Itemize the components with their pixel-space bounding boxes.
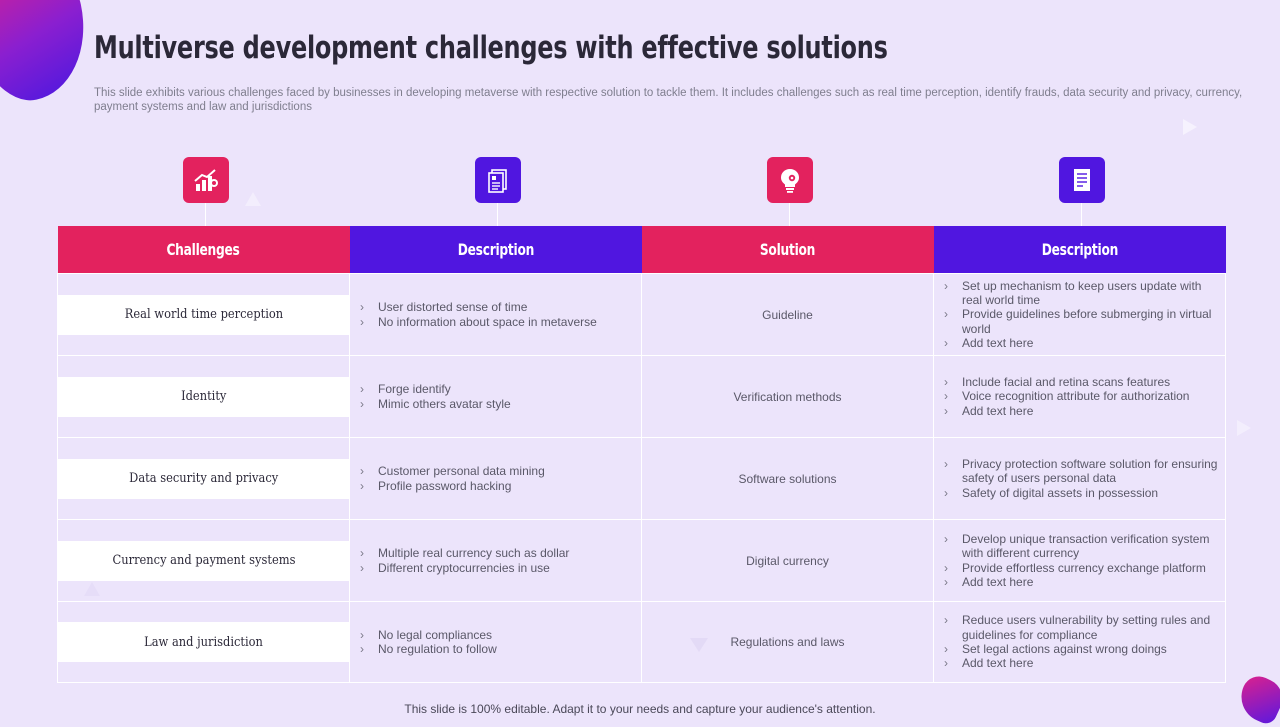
list-item: Set legal actions against wrong doings — [944, 642, 1221, 657]
solution-cell: Software solutions — [641, 437, 934, 520]
list-item: No legal compliances — [360, 628, 637, 643]
table-row: Currency and payment systems Multiple re… — [57, 519, 1226, 602]
list-item: Add text here — [944, 575, 1221, 590]
list-item: Reduce users vulnerability by setting ru… — [944, 613, 1221, 642]
description-list: No legal compliances No regulation to fo… — [350, 628, 641, 657]
solution-description-list: Include facial and retina scans features… — [934, 375, 1225, 418]
list-item: Set up mechanism to keep users update wi… — [944, 279, 1221, 308]
description-list: Multiple real currency such as dollar Di… — [350, 546, 641, 575]
document-icon — [475, 157, 521, 203]
decorative-blob-bottom-right — [1233, 671, 1280, 727]
description-list: Customer personal data mining Profile pa… — [350, 464, 641, 493]
icon-connector — [789, 203, 790, 226]
header-solution-description: Description — [933, 226, 1226, 274]
lightbulb-gear-icon — [767, 157, 813, 203]
challenge-cell: Real world time perception — [58, 294, 349, 335]
list-item: User distorted sense of time — [360, 300, 637, 315]
decorative-triangle — [1183, 119, 1197, 135]
list-item: Add text here — [944, 656, 1221, 671]
table-row: Law and jurisdiction No legal compliance… — [57, 601, 1226, 683]
solution-cell: Guideline — [641, 273, 934, 356]
challenge-cell: Identity — [58, 376, 349, 417]
decorative-triangle — [1237, 420, 1251, 436]
description-list: User distorted sense of time No informat… — [350, 300, 641, 329]
list-item: No regulation to follow — [360, 642, 637, 657]
icon-connector — [497, 203, 498, 226]
growth-chart-icon — [183, 157, 229, 203]
icon-connector — [205, 203, 206, 226]
challenge-cell: Law and jurisdiction — [58, 622, 349, 662]
table-row: Identity Forge identify Mimic others ava… — [57, 355, 1226, 438]
solution-cell: Regulations and laws — [641, 601, 934, 683]
list-item: Profile password hacking — [360, 479, 637, 494]
page-subtitle: This slide exhibits various challenges f… — [94, 87, 1243, 113]
list-item: Forge identify — [360, 382, 637, 397]
header-solution: Solution — [641, 226, 934, 274]
table-row: Real world time perception User distorte… — [57, 273, 1226, 356]
list-item: No information about space in metaverse — [360, 315, 637, 330]
header-challenges: Challenges — [57, 226, 350, 274]
list-item: Privacy protection software solution for… — [944, 457, 1221, 486]
list-item: Safety of digital assets in possession — [944, 486, 1221, 501]
challenge-cell: Currency and payment systems — [58, 540, 349, 581]
checklist-icon — [1059, 157, 1105, 203]
list-item: Different cryptocurrencies in use — [360, 561, 637, 576]
list-item: Add text here — [944, 404, 1221, 419]
list-item: Multiple real currency such as dollar — [360, 546, 637, 561]
solution-description-list: Reduce users vulnerability by setting ru… — [934, 613, 1225, 670]
decorative-blob-top-left — [0, 0, 99, 111]
solution-cell: Verification methods — [641, 355, 934, 438]
challenge-cell: Data security and privacy — [58, 458, 349, 499]
description-list: Forge identify Mimic others avatar style — [350, 382, 641, 411]
solution-description-list: Privacy protection software solution for… — [934, 457, 1225, 500]
footer-note: This slide is 100% editable. Adapt it to… — [404, 702, 876, 716]
challenges-table: Challenges Description Solution Descript… — [57, 226, 1226, 683]
list-item: Customer personal data mining — [360, 464, 637, 479]
table-row: Data security and privacy Customer perso… — [57, 437, 1226, 520]
list-item: Include facial and retina scans features — [944, 375, 1221, 390]
solution-description-list: Set up mechanism to keep users update wi… — [934, 279, 1225, 351]
list-item: Provide guidelines before submerging in … — [944, 307, 1221, 336]
decorative-triangle — [245, 192, 261, 206]
list-item: Develop unique transaction verification … — [944, 532, 1221, 561]
solution-description-list: Develop unique transaction verification … — [934, 532, 1225, 589]
list-item: Voice recognition attribute for authoriz… — [944, 389, 1221, 404]
header-description: Description — [349, 226, 642, 274]
page-title: Multiverse development challenges with e… — [94, 30, 888, 66]
solution-cell: Digital currency — [641, 519, 934, 602]
icon-connector — [1081, 203, 1082, 226]
list-item: Mimic others avatar style — [360, 397, 637, 412]
list-item: Add text here — [944, 336, 1221, 351]
list-item: Provide effortless currency exchange pla… — [944, 561, 1221, 576]
